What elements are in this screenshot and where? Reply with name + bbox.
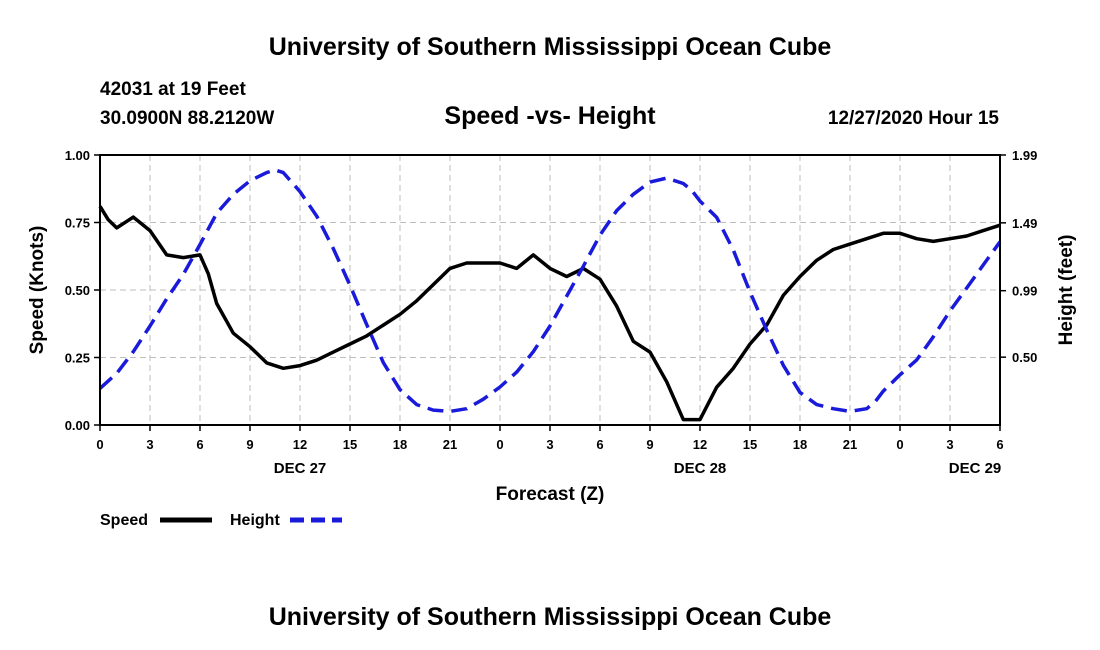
x-tick-label: 12: [293, 437, 307, 452]
x-tick-label: 21: [443, 437, 457, 452]
y-tick-label: 1.00: [65, 148, 90, 163]
x-tick-label: 3: [546, 437, 553, 452]
x-tick-label: 0: [896, 437, 903, 452]
x-tick-label: 9: [246, 437, 253, 452]
y2-tick-label: 1.49: [1012, 216, 1037, 231]
y2-tick-label: 0.50: [1012, 350, 1037, 365]
y2-axis-label: Height (feet): [1056, 235, 1077, 346]
axis-ticks: 0 3 6 9 12 15 18 21 0 3 6 9 12 15 18 21 0 3 6 0.00 0.25 0.50 0…: [65, 148, 1038, 477]
x-tick-label: 18: [793, 437, 807, 452]
legend-height-label: Height: [230, 512, 280, 529]
date-label: DEC 27: [274, 460, 327, 477]
x-tick-label: 15: [343, 437, 357, 452]
series-lines: [98, 168, 1002, 422]
x-tick-label: 0: [96, 437, 103, 452]
y-axis-label: Speed (Knots): [27, 226, 48, 355]
y2-tick-label: 0.99: [1012, 284, 1037, 299]
y-tick-label: 0.00: [65, 418, 90, 433]
series-line-height: [98, 168, 1002, 414]
x-tick-label: 3: [946, 437, 953, 452]
page-title: University of Southern Mississippi Ocean…: [269, 33, 832, 61]
station-label: 42031 at 19 Feet: [100, 79, 246, 100]
y2-tick-label: 1.99: [1012, 148, 1037, 163]
date-label: DEC 29: [949, 460, 1002, 477]
y-tick-label: 0.25: [65, 351, 90, 366]
x-tick-label: 3: [146, 437, 153, 452]
series-line-speed: [98, 205, 1001, 422]
datetime-label: 12/27/2020 Hour 15: [828, 108, 1000, 129]
y-tick-label: 0.75: [65, 216, 90, 231]
x-tick-label: 6: [196, 437, 203, 452]
x-tick-label: 21: [843, 437, 857, 452]
x-tick-label: 6: [596, 437, 603, 452]
y-tick-label: 0.50: [65, 283, 90, 298]
x-tick-label: 12: [693, 437, 707, 452]
legend-speed-label: Speed: [100, 512, 148, 529]
x-tick-label: 9: [646, 437, 653, 452]
location-label: 30.0900N 88.2120W: [100, 108, 274, 129]
date-label: DEC 28: [674, 460, 727, 477]
grid-lines: [100, 155, 1000, 425]
legend: Speed Height: [100, 512, 342, 529]
x-tick-label: 0: [496, 437, 503, 452]
x-axis-label: Forecast (Z): [496, 484, 605, 505]
footer-title: University of Southern Mississippi Ocean…: [269, 603, 832, 631]
chart-title: Speed -vs- Height: [444, 102, 656, 130]
x-tick-label: 6: [996, 437, 1003, 452]
x-tick-label: 15: [743, 437, 757, 452]
x-tick-label: 18: [393, 437, 407, 452]
